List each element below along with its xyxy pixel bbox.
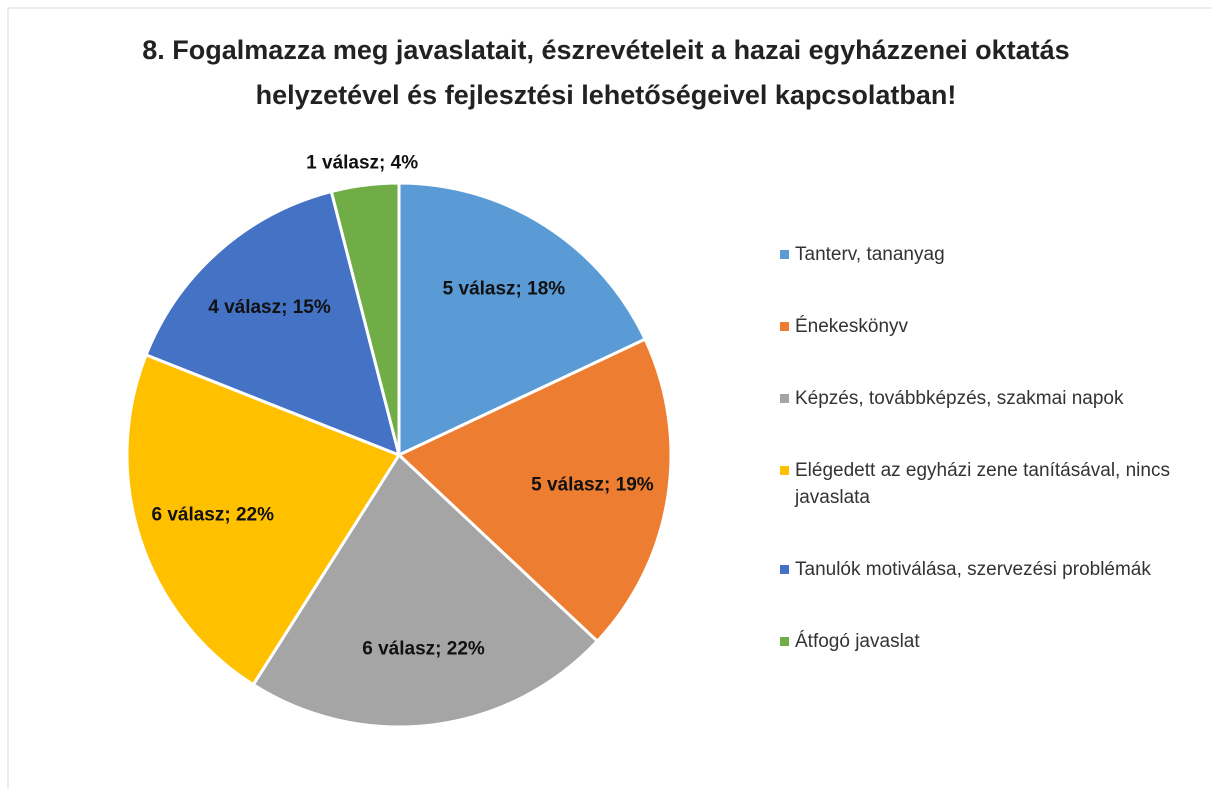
legend-item: Átfogó javaslat xyxy=(780,628,1190,655)
legend-swatch xyxy=(780,466,789,475)
pie-slice xyxy=(251,452,600,729)
data-label: 4 válasz; 15% xyxy=(208,297,331,318)
pie-slice xyxy=(329,181,401,456)
legend-label: Tanterv, tananyag xyxy=(795,244,945,265)
legend-label: Énekeskönyv xyxy=(795,316,909,337)
legend-swatch xyxy=(780,394,789,403)
data-label: 6 válasz; 22% xyxy=(362,638,485,659)
data-label: 5 válasz; 18% xyxy=(443,279,566,300)
legend-swatch xyxy=(780,322,789,331)
data-label: 5 válasz; 19% xyxy=(531,475,654,496)
legend: Tanterv, tananyag Énekeskönyv Képzés, tová… xyxy=(780,241,1190,655)
pie-slice xyxy=(396,337,673,644)
legend-swatch xyxy=(780,565,789,574)
legend-label: Elégedett az egyházi zene tanításával, n… xyxy=(795,460,1170,508)
chart-border xyxy=(7,7,1212,789)
pie-slice xyxy=(125,352,402,687)
data-label: 6 válasz; 22% xyxy=(151,505,274,526)
legend-item: Tanterv, tananyag xyxy=(780,241,1190,268)
legend-swatch xyxy=(780,250,789,259)
pie-slice xyxy=(144,189,402,458)
legend-item: Énekeskönyv xyxy=(780,313,1190,340)
legend-label: Tanulók motiválása, szervezési problémák xyxy=(795,559,1151,580)
legend-label: Átfogó javaslat xyxy=(795,631,920,652)
legend-swatch xyxy=(780,637,789,646)
data-label: 1 válasz; 4% xyxy=(306,152,418,173)
legend-item: Képzés, továbbképzés, szakmai napok xyxy=(780,385,1190,412)
legend-item: Elégedett az egyházi zene tanításával, n… xyxy=(780,457,1190,511)
legend-label: Képzés, továbbképzés, szakmai napok xyxy=(795,388,1124,409)
pie-slice xyxy=(397,181,648,458)
legend-item: Tanulók motiválása, szervezési problémák xyxy=(780,556,1190,583)
chart-title: 8. Fogalmazza meg javaslatait, észrevéte… xyxy=(142,35,1070,110)
